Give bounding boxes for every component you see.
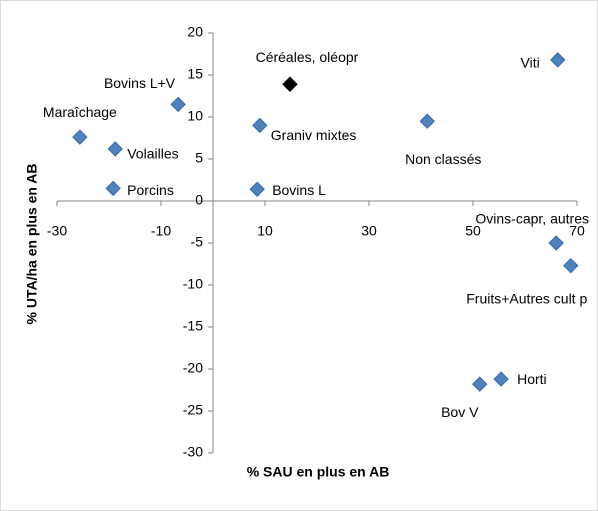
point xyxy=(105,180,121,197)
point-label: Maraîchage xyxy=(43,104,117,120)
point xyxy=(282,76,298,92)
point xyxy=(249,181,265,197)
y-tick-label: -25 xyxy=(183,402,203,418)
point xyxy=(107,141,123,157)
point-label: Horti xyxy=(517,371,547,387)
point-label: Ovins-capr, autres xyxy=(475,211,589,227)
y-tick-label: 20 xyxy=(187,24,203,40)
point xyxy=(252,117,268,134)
point-label: Non classés xyxy=(405,151,481,167)
y-tick-label: 5 xyxy=(195,150,203,166)
point xyxy=(419,113,435,129)
point xyxy=(493,371,509,387)
point-label: Bov V xyxy=(441,404,479,420)
y-tick-label: 10 xyxy=(187,108,203,124)
x-tick-label: 10 xyxy=(257,223,273,239)
point-label: Viti xyxy=(521,55,540,71)
x-tick-label: 50 xyxy=(465,223,481,239)
point-label: Céréales, oléopr xyxy=(256,49,359,65)
point-label: Porcins xyxy=(127,182,174,198)
point-label: Volailles xyxy=(127,146,178,162)
point-label: Bovins L xyxy=(272,182,326,198)
y-tick-label: 15 xyxy=(187,66,203,82)
x-tick-label: -10 xyxy=(151,223,171,239)
point-label: Fruits+Autres cult p xyxy=(466,290,587,306)
point xyxy=(472,376,488,392)
y-tick-label: -5 xyxy=(191,234,204,250)
x-tick-label: 30 xyxy=(361,223,377,239)
point xyxy=(548,235,564,251)
point xyxy=(72,129,88,145)
x-tick-label: 70 xyxy=(569,223,585,239)
y-tick-label: -20 xyxy=(183,360,203,376)
x-axis-title: % SAU en plus en AB xyxy=(247,464,390,480)
point-label: Bovins L+V xyxy=(104,75,176,91)
y-tick-label: 0 xyxy=(195,192,203,208)
point xyxy=(170,96,186,113)
y-tick-label: -15 xyxy=(183,318,203,334)
point xyxy=(550,52,566,68)
y-axis-title: % UTA/ha en plus en AB xyxy=(24,163,40,324)
y-tick-label: -30 xyxy=(183,444,203,460)
y-tick-label: -10 xyxy=(183,276,203,292)
point xyxy=(563,257,579,274)
point-label: Graniv mixtes xyxy=(271,127,357,143)
x-tick-label: -30 xyxy=(47,223,67,239)
